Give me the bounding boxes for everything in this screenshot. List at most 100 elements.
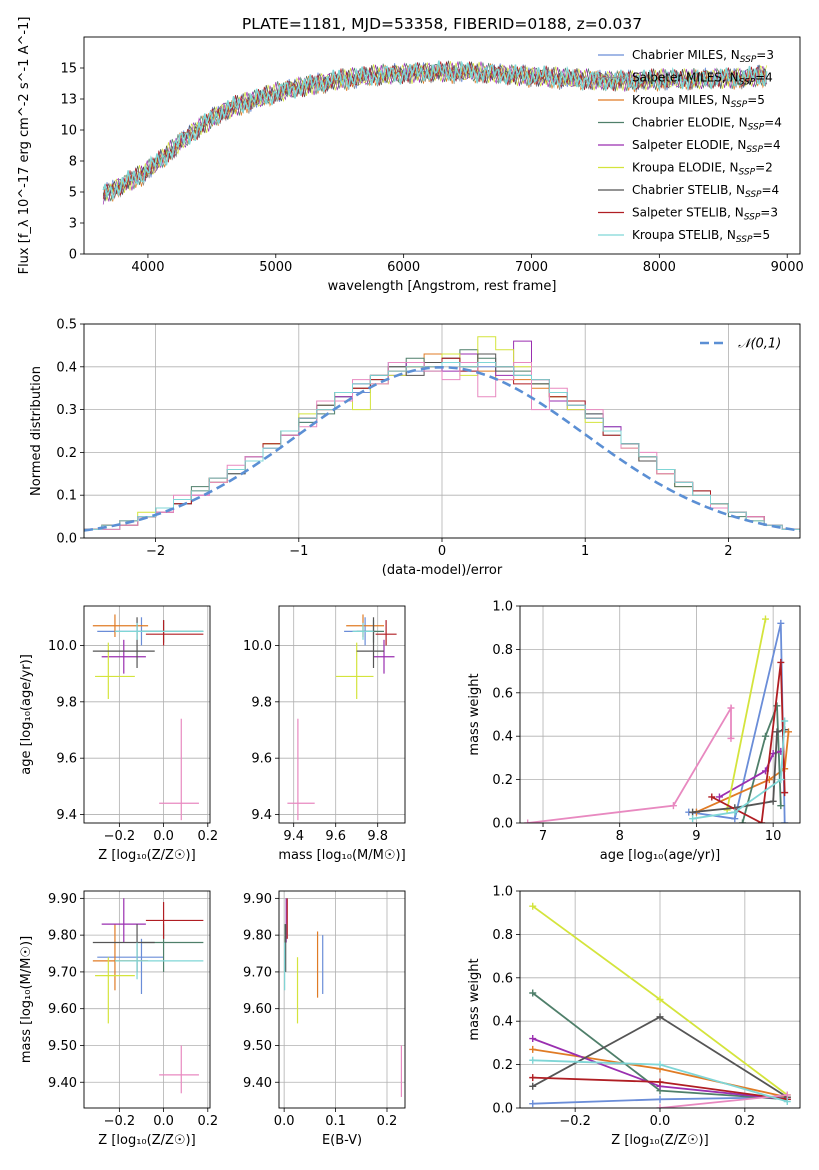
legend-label: Kroupa MILES, NSSP=5 <box>632 93 765 110</box>
age_vs_mass-frame <box>278 605 406 824</box>
legend-label: Chabrier ELODIE, NSSP=4 <box>632 116 782 133</box>
age_vs_z-frame <box>83 605 211 824</box>
histogram-series <box>84 362 800 538</box>
y-tick-label: 0.4 <box>492 730 513 745</box>
weight-point-marker <box>773 702 781 710</box>
weight-point-marker <box>529 902 537 910</box>
weight-point-marker <box>529 989 537 997</box>
y-tick-label: 9.90 <box>48 892 77 907</box>
x-tick-label: −1 <box>289 544 308 559</box>
y-tick-label: 9.4 <box>56 808 77 823</box>
weight-point-marker <box>656 1104 664 1108</box>
x-tick-label: 0.2 <box>377 1114 398 1129</box>
age_vs_mass-axes: 9.4 9.6 9.8 9.4 9.6 9.8 10.0 mass [log₁₀(M/M☉)] <box>243 605 406 863</box>
weight_vs_age-x-axis-label: age [log₁₀(age/yr)] <box>600 848 721 863</box>
y-tick-label: 10.0 <box>48 639 77 654</box>
x-tick-label: 6000 <box>387 260 420 275</box>
weight_vs_age-frame <box>519 605 801 824</box>
errorbar-point <box>92 614 149 637</box>
weight-point-marker <box>656 996 664 1003</box>
y-tick-label: 9.70 <box>48 965 77 980</box>
spectrum-series-line <box>102 60 768 201</box>
y-tick-label: 13 <box>60 93 77 108</box>
errorbar-point <box>95 957 135 1024</box>
errorbar-point <box>287 718 315 821</box>
spectrum-legend: Chabrier MILES, NSSP=3 Salpeter MILES, NS… <box>598 48 782 245</box>
spectrum-x-axis-label: wavelength [Angstrom, rest frame] <box>328 279 557 294</box>
weight_vs_age-y-axis-label: mass weight <box>467 673 482 755</box>
y-tick-label: 1.0 <box>492 600 513 615</box>
x-tick-label: 0.2 <box>197 829 218 844</box>
weight-point-marker <box>727 734 735 742</box>
weight-point-marker <box>781 819 789 823</box>
weight-point-marker <box>529 1074 537 1082</box>
weight-point-marker <box>781 789 789 797</box>
legend-label: Salpeter ELODIE, NSSP=4 <box>632 138 781 155</box>
weight-point-marker <box>727 704 735 712</box>
weight-point-marker <box>769 797 777 805</box>
y-tick-label: 9.8 <box>56 695 77 710</box>
weight-series-line <box>741 705 782 823</box>
weight-point-marker <box>723 806 731 814</box>
y-tick-label: 0.4 <box>492 1015 513 1030</box>
weight-point-marker <box>758 819 766 823</box>
residuals-y-axis-label: Normed distribution <box>29 366 44 496</box>
weight-point-marker <box>656 1061 664 1069</box>
y-tick-label: 9.70 <box>243 965 272 980</box>
age_vs_z-axes: −0.2 0.0 0.2 9.4 9.6 9.8 10.0 Z [log₁₀(Z/Z☉)] ag… <box>19 605 218 863</box>
normal-reference-curve <box>83 365 801 532</box>
mass_vs_z-y-axis-label: mass [log₁₀(M/M☉)] <box>19 936 34 1063</box>
y-tick-label: 0.4 <box>56 360 77 375</box>
weight-point-marker <box>529 1056 537 1064</box>
x-tick-label: 7000 <box>515 260 548 275</box>
legend-label: Salpeter STELIB, NSSP=3 <box>632 206 778 223</box>
errorbar-point <box>159 1045 199 1094</box>
spectrum-frame <box>83 36 801 255</box>
weight-point-marker <box>738 819 746 823</box>
weight-point-marker <box>773 728 781 736</box>
x-tick-label: 2 <box>724 544 732 559</box>
weight-point-marker <box>783 1091 791 1099</box>
y-tick-label: 0.6 <box>492 686 513 701</box>
residuals-legend: 𝒩(0,1) <box>700 337 781 352</box>
x-tick-label: 4000 <box>131 260 164 275</box>
weight-series-line <box>527 704 732 823</box>
x-tick-label: 0.2 <box>197 1114 218 1129</box>
x-tick-label: 9.4 <box>283 829 304 844</box>
mass_vs_ebv-frame <box>278 890 406 1109</box>
x-tick-label: 1 <box>581 544 589 559</box>
x-tick-label: 0 <box>438 544 446 559</box>
weight_vs_z-frame <box>519 890 801 1109</box>
legend-label: Chabrier MILES, NSSP=3 <box>632 48 774 65</box>
errorbar-point <box>373 639 395 674</box>
y-tick-label: 9.50 <box>243 1039 272 1054</box>
age_vs_z-y-axis-label: age [log₁₀(age/yr)] <box>19 654 34 775</box>
weight-point-marker <box>656 1095 664 1103</box>
legend-label: 𝒩(0,1) <box>738 337 781 352</box>
weight-point-marker <box>529 1035 537 1043</box>
y-tick-label: 9.90 <box>243 892 272 907</box>
legend-label: Kroupa STELIB, NSSP=5 <box>632 228 770 245</box>
y-tick-label: 3 <box>69 217 77 232</box>
weight-point-marker <box>784 728 792 736</box>
weight-point-marker <box>781 717 789 725</box>
y-tick-label: 0.1 <box>56 489 77 504</box>
y-tick-label: 0.2 <box>492 773 513 788</box>
y-tick-label: 0.3 <box>56 403 77 418</box>
weight-point-marker <box>777 658 785 666</box>
x-tick-label: 8 <box>616 829 624 844</box>
legend-label: Kroupa ELODIE, NSSP=2 <box>632 161 773 178</box>
x-tick-label: −2 <box>146 544 165 559</box>
legend-label: Salpeter MILES, NSSP=4 <box>632 71 773 88</box>
x-tick-label: 5000 <box>259 260 292 275</box>
spectrum-title: PLATE=1181, MJD=53358, FIBERID=0188, z=0… <box>242 15 642 33</box>
x-tick-label: 7 <box>539 829 547 844</box>
y-tick-label: 0.8 <box>492 928 513 943</box>
weight_vs_z-axes: −0.2 0.0 0.2 0.0 0.2 0.4 0.6 0.8 1.0 Z [log₁₀(Z/Z… <box>467 885 801 1148</box>
y-tick-label: 9.4 <box>251 808 272 823</box>
y-tick-label: 15 <box>60 62 77 77</box>
y-tick-label: 9.40 <box>48 1076 77 1091</box>
y-tick-label: 5 <box>69 186 77 201</box>
